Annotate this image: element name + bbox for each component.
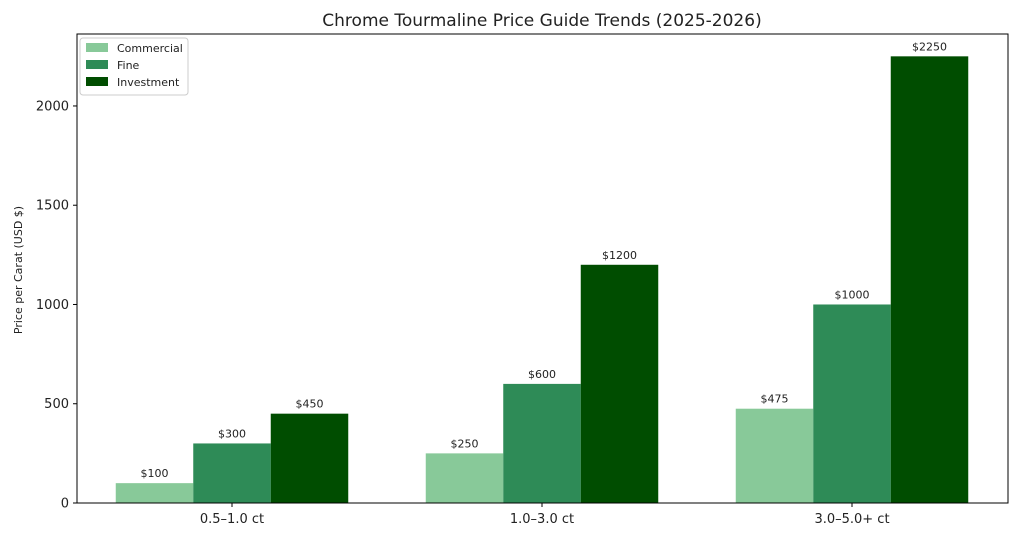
legend-swatch-investment: [86, 77, 108, 86]
bar-investment-2: [580, 264, 659, 503]
bar-fine-3: [813, 304, 891, 503]
plot-area-frame: [76, 33, 1009, 504]
x-tick-label: 3.0–5.0+ ct: [814, 512, 889, 527]
data-label-investment-2: $1200: [602, 249, 637, 262]
bars-group: [115, 56, 969, 503]
x-axis-ticks: 0.5–1.0 ct 1.0–3.0 ct 3.0–5.0+ ct: [200, 503, 890, 527]
x-tick-label: 0.5–1.0 ct: [200, 512, 264, 527]
legend-swatch-commercial: [86, 43, 108, 52]
x-tick-label: 1.0–3.0 ct: [510, 512, 574, 527]
data-label-fine-2: $600: [528, 368, 556, 381]
legend-label-fine: Fine: [117, 59, 140, 72]
y-axis-ticks: 0 500 1000 1500 2000: [36, 99, 77, 512]
bar-commercial-2: [425, 453, 504, 503]
y-tick-label: 1500: [36, 199, 69, 214]
data-label-commercial-3: $475: [761, 393, 789, 406]
legend: Commercial Fine Investment: [79, 37, 189, 96]
chart-title: Chrome Tourmaline Price Guide Trends (20…: [322, 11, 761, 31]
bar-investment-3: [890, 56, 969, 503]
y-tick-label: 1000: [36, 298, 69, 313]
data-label-fine-3: $1000: [835, 288, 870, 301]
data-label-commercial-1: $100: [141, 467, 169, 480]
data-labels-group: $100 $300 $450 $250 $600 $1200 $475 $1000 $2250: [141, 40, 948, 480]
data-label-fine-1: $300: [218, 427, 246, 440]
data-label-commercial-2: $250: [451, 437, 479, 450]
y-tick-label: 0: [61, 497, 69, 512]
bar-investment-1: [270, 413, 349, 503]
bar-fine-2: [503, 383, 581, 503]
data-label-investment-3: $2250: [912, 40, 947, 53]
data-label-investment-1: $450: [296, 398, 324, 411]
y-axis-label: Price per Carat (USD $): [12, 206, 25, 334]
bar-commercial-1: [115, 483, 194, 503]
bar-commercial-3: [735, 408, 814, 503]
legend-label-commercial: Commercial: [117, 42, 183, 55]
y-tick-label: 2000: [36, 99, 69, 114]
y-tick-label: 500: [44, 397, 69, 412]
legend-label-investment: Investment: [117, 76, 180, 89]
legend-swatch-fine: [86, 60, 108, 69]
bar-fine-1: [193, 443, 271, 503]
